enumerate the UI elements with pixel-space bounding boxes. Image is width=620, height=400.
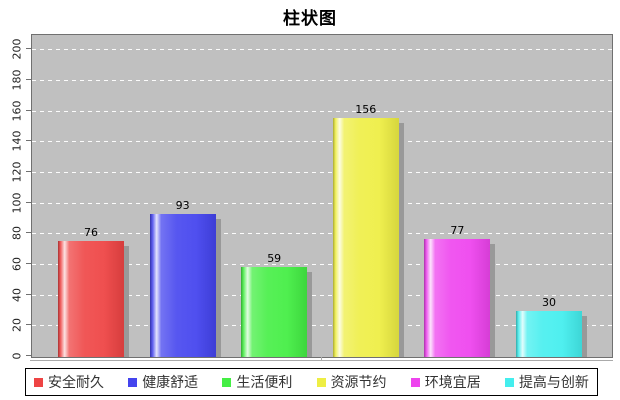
legend: 安全耐久 健康舒适 生活便利 资源节约 环境宜居 提高与创新	[25, 368, 598, 396]
legend-label: 资源节约	[330, 375, 387, 391]
bar-value-label: 30	[541, 296, 556, 309]
legend-item-6: 提高与创新	[504, 372, 589, 392]
bar-value-label: 156	[355, 102, 377, 116]
bar-6	[515, 311, 582, 357]
bar-series: 76 93 59 156 77 30	[32, 35, 612, 357]
y-axis-tick-label: 20	[10, 318, 24, 333]
y-axis-tick-label: 120	[10, 161, 24, 183]
gridline	[32, 233, 612, 235]
y-axis-tick-label: 200	[10, 38, 24, 60]
legend-item-3: 生活便利	[222, 372, 292, 392]
y-axis-tick-label: 60	[10, 257, 24, 271]
bar-4	[332, 117, 399, 357]
legend-swatch	[316, 377, 326, 387]
bar-value-label: 59	[267, 251, 282, 265]
legend-item-4: 资源节约	[316, 372, 387, 392]
legend-swatch	[128, 377, 138, 387]
bar-slot-6: 30	[515, 35, 582, 357]
legend-item-5: 环境宜居	[410, 372, 481, 392]
legend-swatch	[34, 377, 43, 387]
y-axis-tick-label: 100	[10, 192, 24, 214]
legend-swatch	[410, 377, 420, 387]
gridline	[32, 49, 612, 51]
y-axis-tick-label: 180	[10, 69, 24, 91]
legend-label: 环境宜居	[424, 375, 481, 391]
legend-label: 提高与创新	[518, 375, 589, 391]
chart-title: 柱状图	[283, 9, 337, 29]
bar-5	[424, 238, 491, 357]
legend-label: 健康舒适	[142, 375, 199, 391]
legend-item-1: 安全耐久	[34, 372, 104, 392]
y-axis-tick-label: 0	[10, 352, 24, 360]
legend-label: 安全耐久	[48, 375, 104, 391]
x-axis-tick	[321, 357, 322, 361]
y-axis-tick-label: 40	[10, 287, 24, 302]
gridline	[32, 110, 612, 112]
bar-slot-2: 93	[149, 35, 216, 357]
legend-item-2: 健康舒适	[128, 372, 198, 392]
bar-slot-3: 59	[241, 35, 308, 357]
legend-swatch	[504, 377, 514, 387]
gridline	[32, 294, 612, 296]
legend-swatch	[222, 377, 232, 387]
gridline	[32, 80, 612, 81]
bar-2	[149, 214, 216, 357]
bar-slot-1: 76	[58, 35, 124, 357]
legend-label: 生活便利	[236, 375, 293, 391]
gridline	[32, 141, 612, 143]
plot-area: 76 93 59 156 77 30	[31, 34, 613, 358]
gridline	[32, 325, 612, 327]
bar-slot-4: 156	[332, 35, 399, 357]
y-axis-tick-label: 160	[10, 100, 24, 122]
y-axis-tick-label: 80	[10, 226, 24, 241]
gridline	[32, 172, 612, 173]
gridline	[32, 264, 612, 265]
bar-value-label: 76	[84, 225, 98, 239]
bar-value-label: 93	[175, 199, 190, 213]
bar-value-label: 77	[450, 223, 465, 237]
bar-3	[241, 266, 308, 357]
y-axis-tick-label: 140	[10, 130, 24, 152]
gridline	[32, 202, 612, 204]
bar-slot-5: 77	[424, 35, 491, 357]
bar-1	[58, 240, 124, 357]
